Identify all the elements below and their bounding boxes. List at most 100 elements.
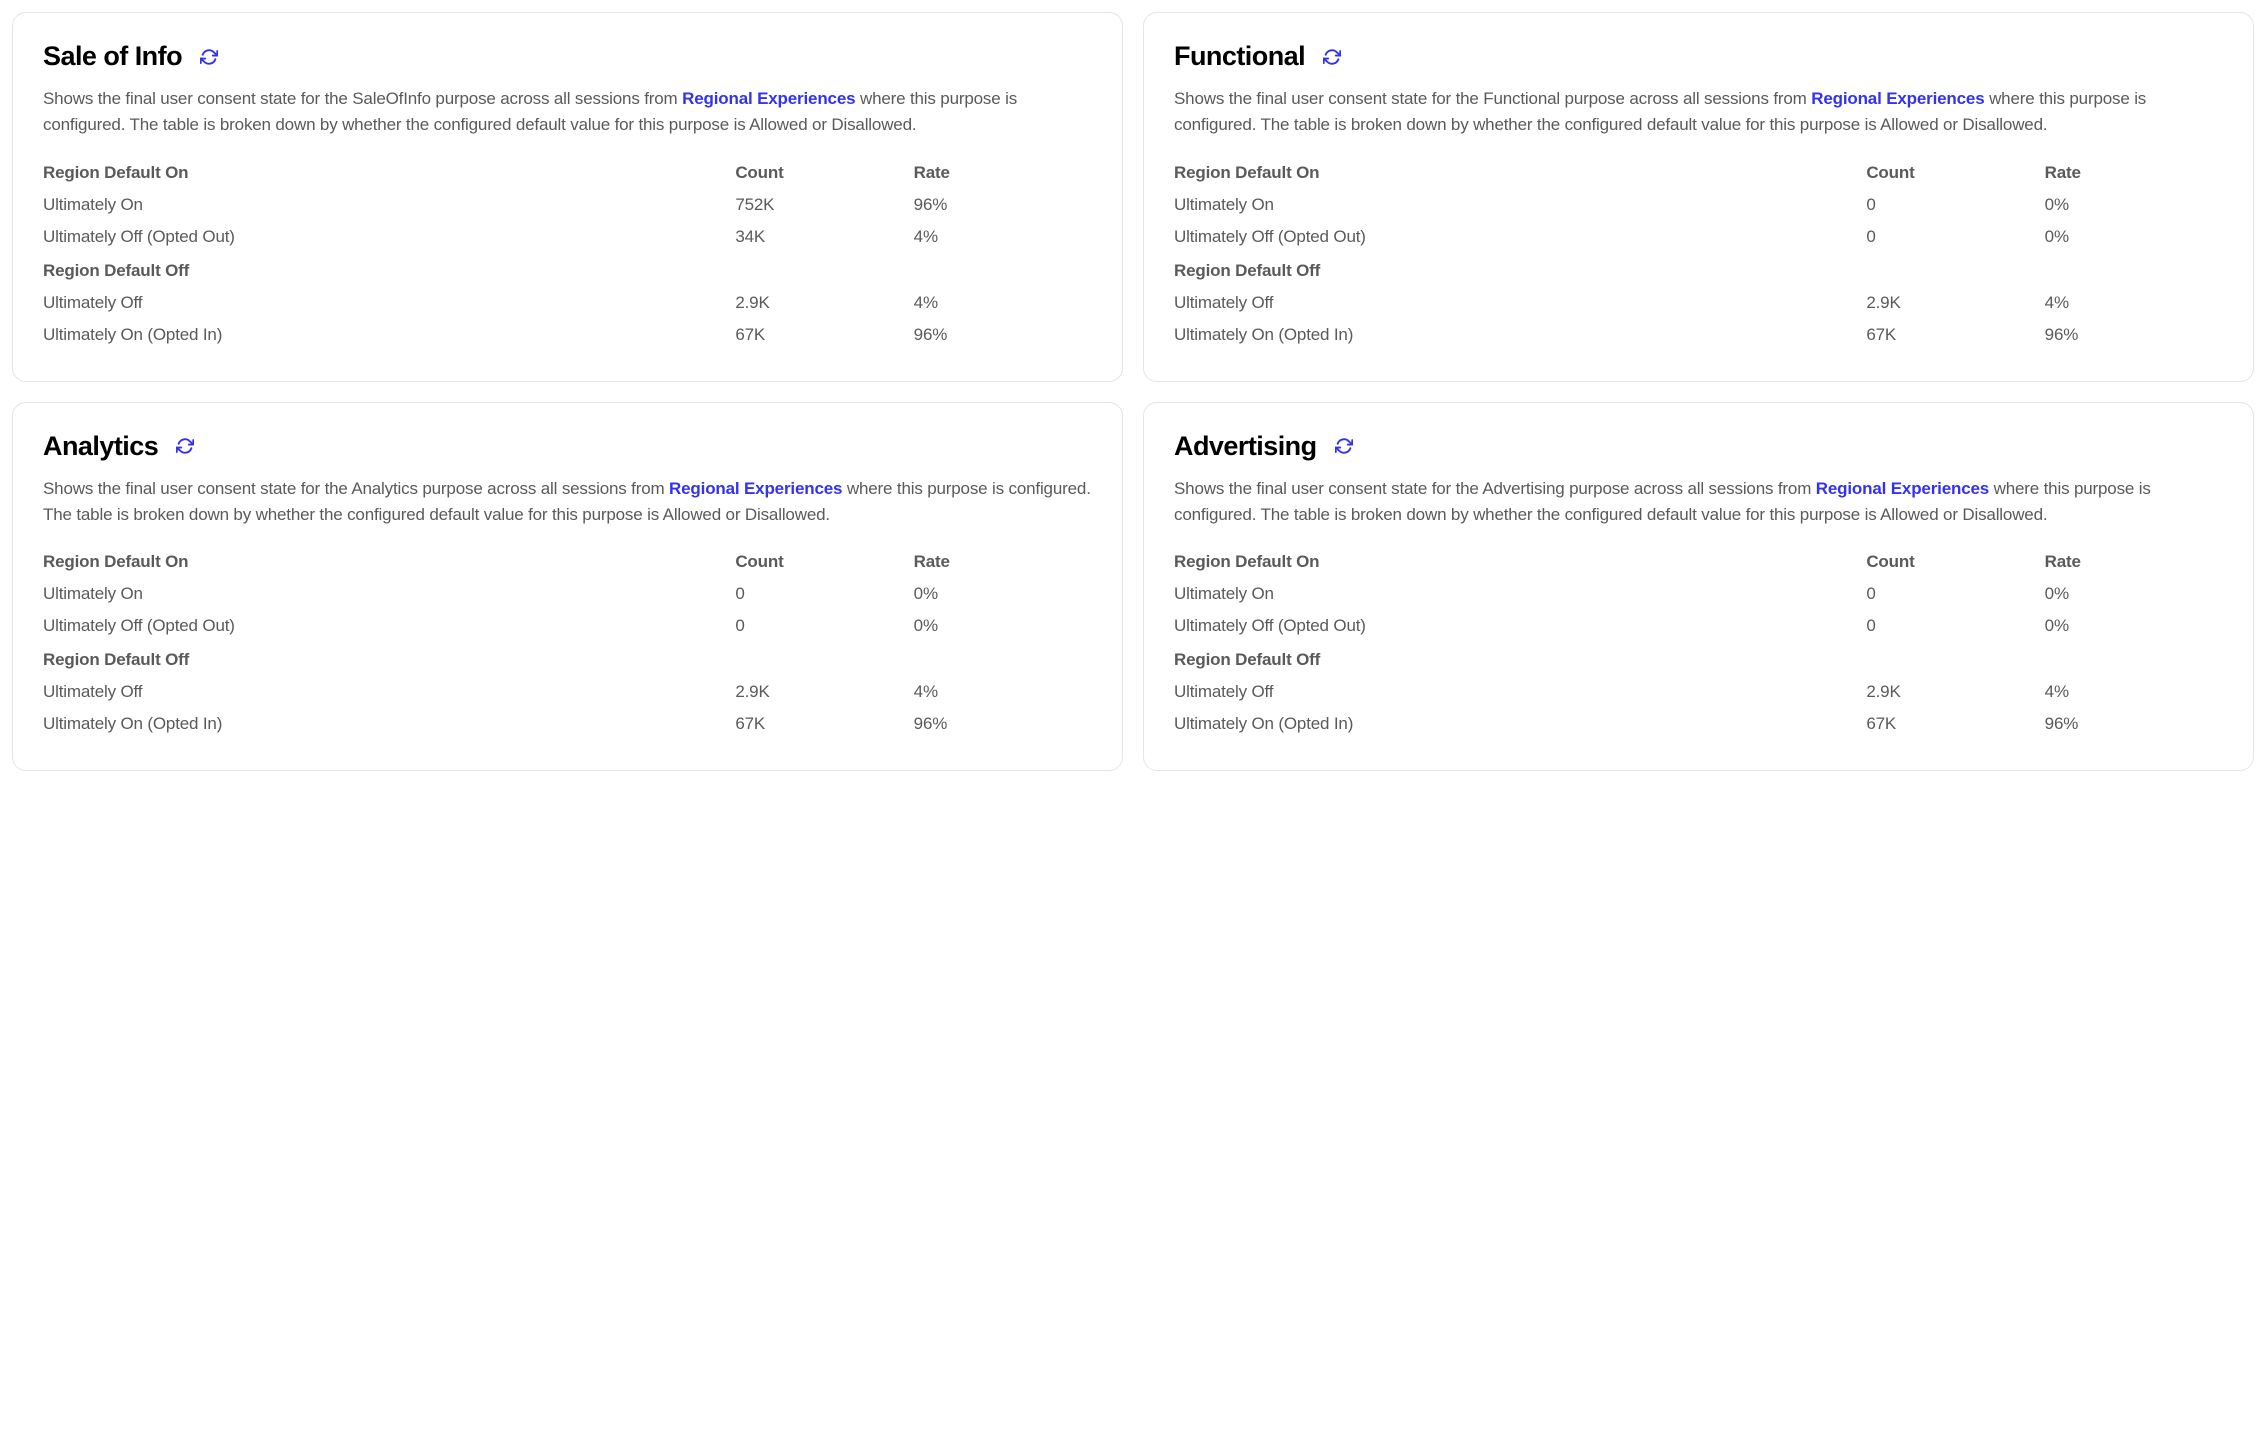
- table-row: Ultimately On (Opted In) 67K 96%: [1174, 319, 2223, 351]
- column-count-header: Count: [735, 157, 913, 189]
- row-rate: 0%: [2045, 610, 2223, 642]
- row-count: 0: [735, 578, 913, 610]
- table-row: Ultimately Off 2.9K 4%: [43, 676, 1092, 708]
- table-row: Ultimately Off (Opted Out) 0 0%: [43, 610, 1092, 642]
- row-label: Ultimately On: [1174, 578, 1866, 610]
- row-rate: 0%: [914, 610, 1092, 642]
- row-count: 0: [1866, 221, 2044, 253]
- regional-experiences-link[interactable]: Regional Experiences: [669, 479, 842, 498]
- table-header-row: Region Default On Count Rate: [1174, 546, 2223, 578]
- column-rate-header: Rate: [2045, 546, 2223, 578]
- table-row: Ultimately On (Opted In) 67K 96%: [43, 319, 1092, 351]
- row-rate: 0%: [2045, 221, 2223, 253]
- card-description: Shows the final user consent state for t…: [43, 86, 1092, 139]
- section-header: Region Default On: [1174, 546, 1866, 578]
- table-row: Ultimately On 0 0%: [1174, 578, 2223, 610]
- row-count: 2.9K: [1866, 287, 2044, 319]
- row-rate: 0%: [2045, 578, 2223, 610]
- row-label: Ultimately Off (Opted Out): [43, 221, 735, 253]
- consent-table: Region Default On Count Rate Ultimately …: [43, 546, 1092, 740]
- table-row: Ultimately Off (Opted Out) 34K 4%: [43, 221, 1092, 253]
- table-row: Ultimately Off 2.9K 4%: [43, 287, 1092, 319]
- row-count: 752K: [735, 189, 913, 221]
- row-label: Ultimately On: [43, 189, 735, 221]
- card-header: Sale of Info: [43, 41, 1092, 72]
- card-title: Analytics: [43, 431, 158, 462]
- row-count: 0: [1866, 189, 2044, 221]
- section-header: Region Default Off: [43, 642, 1092, 676]
- row-label: Ultimately Off (Opted Out): [43, 610, 735, 642]
- card-header: Advertising: [1174, 431, 2223, 462]
- regional-experiences-link[interactable]: Regional Experiences: [1811, 89, 1984, 108]
- section-header: Region Default Off: [1174, 253, 2223, 287]
- section-header: Region Default Off: [43, 253, 1092, 287]
- row-count: 2.9K: [1866, 676, 2044, 708]
- section-header: Region Default Off: [1174, 642, 2223, 676]
- row-count: 67K: [735, 319, 913, 351]
- card-functional: Functional Shows the final user consent …: [1143, 12, 2254, 382]
- consent-table: Region Default On Count Rate Ultimately …: [1174, 157, 2223, 351]
- row-label: Ultimately On: [43, 578, 735, 610]
- row-rate: 96%: [914, 189, 1092, 221]
- row-label: Ultimately On: [1174, 189, 1866, 221]
- table-row: Ultimately On (Opted In) 67K 96%: [1174, 708, 2223, 740]
- consent-table: Region Default On Count Rate Ultimately …: [1174, 546, 2223, 740]
- card-title: Advertising: [1174, 431, 1317, 462]
- row-rate: 96%: [914, 708, 1092, 740]
- row-label: Ultimately Off: [1174, 287, 1866, 319]
- row-label: Ultimately On (Opted In): [1174, 708, 1866, 740]
- section-header: Region Default On: [43, 157, 735, 189]
- card-header: Analytics: [43, 431, 1092, 462]
- column-count-header: Count: [1866, 546, 2044, 578]
- row-rate: 96%: [2045, 319, 2223, 351]
- card-description: Shows the final user consent state for t…: [1174, 86, 2223, 139]
- card-advertising: Advertising Shows the final user consent…: [1143, 402, 2254, 772]
- row-label: Ultimately On (Opted In): [43, 319, 735, 351]
- row-rate: 4%: [2045, 676, 2223, 708]
- column-rate-header: Rate: [914, 546, 1092, 578]
- row-label: Ultimately On (Opted In): [1174, 319, 1866, 351]
- card-sale-of-info: Sale of Info Shows the final user consen…: [12, 12, 1123, 382]
- card-description: Shows the final user consent state for t…: [1174, 476, 2223, 529]
- card-title: Functional: [1174, 41, 1305, 72]
- row-rate: 4%: [914, 676, 1092, 708]
- row-label: Ultimately Off: [43, 287, 735, 319]
- section-header: Region Default On: [43, 546, 735, 578]
- table-row: Ultimately On 752K 96%: [43, 189, 1092, 221]
- row-count: 67K: [1866, 708, 2044, 740]
- row-count: 67K: [735, 708, 913, 740]
- table-header-row: Region Default On Count Rate: [1174, 157, 2223, 189]
- card-analytics: Analytics Shows the final user consent s…: [12, 402, 1123, 772]
- refresh-icon[interactable]: [176, 437, 194, 455]
- row-rate: 4%: [2045, 287, 2223, 319]
- row-rate: 4%: [914, 287, 1092, 319]
- refresh-icon[interactable]: [1335, 437, 1353, 455]
- regional-experiences-link[interactable]: Regional Experiences: [682, 89, 855, 108]
- row-rate: 96%: [914, 319, 1092, 351]
- table-header-row: Region Default On Count Rate: [43, 546, 1092, 578]
- table-row: Ultimately On 0 0%: [1174, 189, 2223, 221]
- table-row: Ultimately Off 2.9K 4%: [1174, 676, 2223, 708]
- row-label: Ultimately Off: [43, 676, 735, 708]
- row-label: Ultimately Off: [1174, 676, 1866, 708]
- row-rate: 4%: [914, 221, 1092, 253]
- refresh-icon[interactable]: [200, 48, 218, 66]
- row-count: 2.9K: [735, 287, 913, 319]
- regional-experiences-link[interactable]: Regional Experiences: [1816, 479, 1989, 498]
- refresh-icon[interactable]: [1323, 48, 1341, 66]
- card-title: Sale of Info: [43, 41, 182, 72]
- desc-text-pre: Shows the final user consent state for t…: [1174, 89, 1811, 108]
- column-rate-header: Rate: [2045, 157, 2223, 189]
- desc-text-pre: Shows the final user consent state for t…: [43, 479, 669, 498]
- row-label: Ultimately On (Opted In): [43, 708, 735, 740]
- table-row: Ultimately Off 2.9K 4%: [1174, 287, 2223, 319]
- card-header: Functional: [1174, 41, 2223, 72]
- table-header-row: Region Default On Count Rate: [43, 157, 1092, 189]
- row-rate: 0%: [2045, 189, 2223, 221]
- consent-table: Region Default On Count Rate Ultimately …: [43, 157, 1092, 351]
- row-count: 34K: [735, 221, 913, 253]
- table-row: Ultimately On 0 0%: [43, 578, 1092, 610]
- row-count: 0: [1866, 578, 2044, 610]
- row-count: 0: [1866, 610, 2044, 642]
- table-section-row: Region Default Off: [1174, 642, 2223, 676]
